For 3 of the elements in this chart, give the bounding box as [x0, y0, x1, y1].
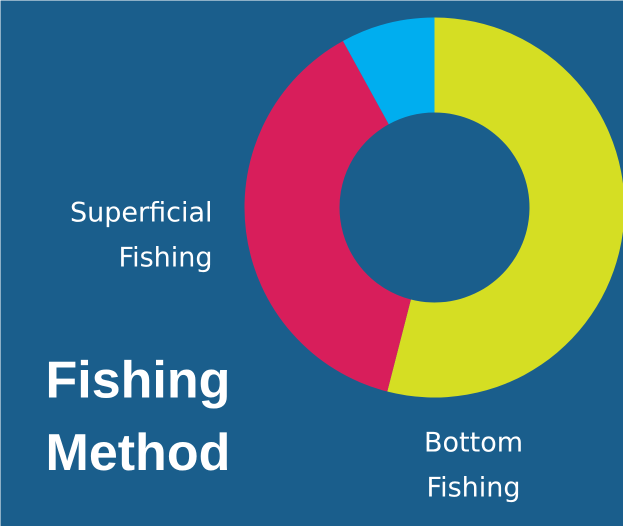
- slice-label: Superficial Fishing: [70, 198, 213, 274]
- text: Fishing Method: [46, 351, 230, 482]
- slice-label: Bottom Fishing: [424, 428, 524, 504]
